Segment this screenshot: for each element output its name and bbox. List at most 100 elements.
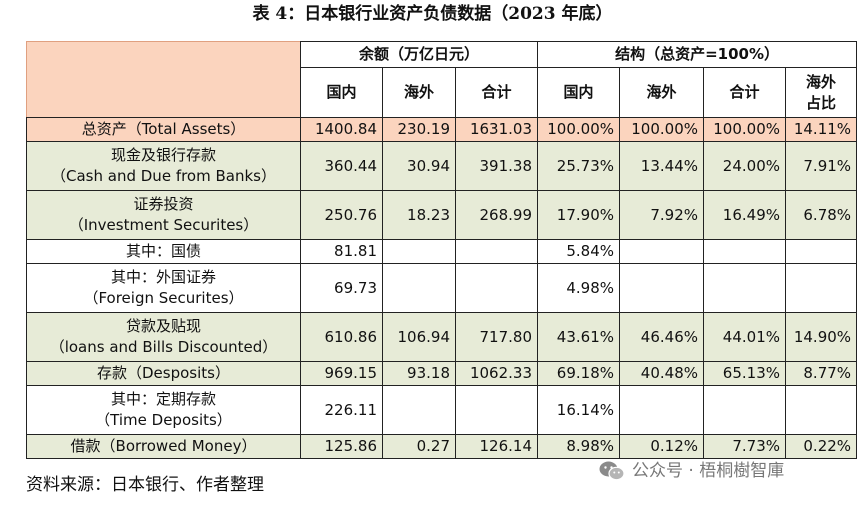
cell-overseas-structure	[619, 263, 704, 313]
cell-total-structure: 65.13%	[703, 361, 786, 386]
cell-domestic-structure: 100.00%	[537, 117, 620, 142]
cell-overseas-structure: 0.12%	[619, 434, 704, 459]
cell-overseas-share: 14.11%	[784, 117, 858, 142]
cell-overseas-structure	[619, 239, 704, 264]
cell-total-structure: 24.00%	[703, 141, 786, 191]
cell-overseas-structure: 13.44%	[619, 141, 704, 191]
row-label-cn: 现金及银行存款	[110, 146, 216, 164]
cell-domestic-balance: 360.44	[300, 141, 383, 191]
cell-domestic-structure: 25.73%	[537, 141, 620, 191]
table-row: 存款（Desposits） 969.15 93.18 1062.33 69.18…	[26, 361, 858, 386]
cell-total-structure: 7.73%	[703, 434, 786, 459]
cell-total-balance: 717.80	[455, 312, 538, 362]
cell-domestic-structure: 8.98%	[537, 434, 620, 459]
cell-domestic-structure: 17.90%	[537, 190, 620, 240]
cell-overseas-balance: 0.27	[382, 434, 456, 459]
cell-domestic-balance: 226.11	[300, 385, 383, 435]
row-label-cn: 其中：外国证券	[110, 268, 216, 286]
cell-total-balance	[455, 385, 538, 435]
cell-overseas-balance: 93.18	[382, 361, 456, 386]
cell-overseas-structure: 100.00%	[619, 117, 704, 142]
cell-domestic-structure: 69.18%	[537, 361, 620, 386]
row-label: 存款（Desposits）	[26, 361, 301, 386]
table-row: 现金及银行存款 （Cash and Due from Banks） 360.44…	[26, 141, 858, 191]
table-row: 贷款及贴现 （loans and Bills Discounted） 610.8…	[26, 312, 858, 362]
row-label-en: （Foreign Securites）	[83, 289, 244, 307]
row-label-cn: 贷款及贴现	[125, 317, 201, 335]
row-label-en: （Time Deposits）	[95, 411, 232, 429]
cell-overseas-structure: 40.48%	[619, 361, 704, 386]
watermark-text: 公众号 · 梧桐樹智庫	[632, 461, 785, 481]
header-overseas-share-line2: 占比	[806, 93, 837, 112]
table-row: 其中：国债 81.81 5.84%	[26, 239, 858, 264]
cell-overseas-structure	[619, 385, 704, 435]
cell-overseas-balance: 30.94	[382, 141, 456, 191]
cell-domestic-balance: 250.76	[300, 190, 383, 240]
table-title: 表 4：日本银行业资产负债数据（2023 年底）	[252, 4, 613, 24]
cell-domestic-structure: 5.84%	[537, 239, 620, 264]
cell-overseas-balance: 18.23	[382, 190, 456, 240]
row-label: 证券投资 （Investment Securites）	[26, 190, 301, 240]
wechat-icon	[599, 461, 625, 481]
cell-domestic-balance: 125.86	[300, 434, 383, 459]
row-label: 其中：国债	[26, 239, 301, 264]
header-domestic-structure: 国内	[537, 67, 620, 118]
row-label-en: （loans and Bills Discounted）	[49, 338, 278, 356]
cell-overseas-share	[784, 263, 858, 313]
cell-overseas-balance: 230.19	[382, 117, 456, 142]
header-total-balance: 合计	[455, 67, 538, 118]
table-row: 借款（Borrowed Money） 125.86 0.27 126.14 8.…	[26, 434, 858, 459]
table-row: 证券投资 （Investment Securites） 250.76 18.23…	[26, 190, 858, 240]
cell-total-balance: 1062.33	[455, 361, 538, 386]
cell-domestic-structure: 16.14%	[537, 385, 620, 435]
cell-total-balance	[455, 239, 538, 264]
header-overseas-structure: 海外	[619, 67, 704, 118]
cell-total-balance	[455, 263, 538, 313]
cell-total-structure	[703, 385, 786, 435]
row-label: 其中：外国证券 （Foreign Securites）	[26, 263, 301, 313]
cell-total-structure	[703, 263, 786, 313]
row-label: 现金及银行存款 （Cash and Due from Banks）	[26, 141, 301, 191]
row-label: 总资产（Total Assets）	[26, 117, 301, 142]
header-overseas-share: 海外 占比	[784, 67, 858, 118]
cell-overseas-share: 14.90%	[784, 312, 858, 362]
cell-overseas-share: 6.78%	[784, 190, 858, 240]
cell-overseas-structure: 46.46%	[619, 312, 704, 362]
cell-total-structure	[703, 239, 786, 264]
row-label-en: （Cash and Due from Banks）	[51, 167, 276, 185]
table-row: 其中：定期存款 （Time Deposits） 226.11 16.14%	[26, 385, 858, 435]
cell-overseas-balance: 106.94	[382, 312, 456, 362]
cell-domestic-balance: 69.73	[300, 263, 383, 313]
row-label-en: （Investment Securites）	[68, 216, 259, 234]
cell-overseas-structure: 7.92%	[619, 190, 704, 240]
header-corner-cell	[26, 41, 301, 118]
cell-total-structure: 44.01%	[703, 312, 786, 362]
cell-overseas-balance	[382, 385, 456, 435]
header-overseas-share-line1: 海外	[806, 72, 837, 91]
header-structure-group: 结构（总资产=100%）	[536, 41, 858, 68]
cell-overseas-share: 0.22%	[784, 434, 858, 459]
cell-overseas-share	[784, 239, 858, 264]
cell-domestic-structure: 4.98%	[537, 263, 620, 313]
table-row: 总资产（Total Assets） 1400.84 230.19 1631.03…	[26, 117, 858, 142]
row-label: 其中：定期存款 （Time Deposits）	[26, 385, 301, 435]
cell-overseas-share: 8.77%	[784, 361, 858, 386]
cell-domestic-balance: 1400.84	[300, 117, 383, 142]
table-row: 其中：外国证券 （Foreign Securites） 69.73 4.98%	[26, 263, 858, 313]
header-balance-group: 余额（万亿日元）	[300, 41, 538, 68]
row-label-cn: 其中：定期存款	[110, 390, 216, 408]
cell-overseas-share: 7.91%	[784, 141, 858, 191]
cell-domestic-structure: 43.61%	[537, 312, 620, 362]
row-label-cn: 证券投资	[133, 195, 194, 213]
cell-domestic-balance: 610.86	[300, 312, 383, 362]
header-total-structure: 合计	[703, 67, 786, 118]
row-label: 借款（Borrowed Money）	[26, 434, 301, 459]
cell-total-structure: 100.00%	[703, 117, 786, 142]
cell-total-structure: 16.49%	[703, 190, 786, 240]
cell-total-balance: 1631.03	[455, 117, 538, 142]
header-domestic-balance: 国内	[300, 67, 383, 118]
cell-overseas-share	[784, 385, 858, 435]
cell-total-balance: 268.99	[455, 190, 538, 240]
header-overseas-balance: 海外	[382, 67, 456, 118]
cell-total-balance: 126.14	[455, 434, 538, 459]
